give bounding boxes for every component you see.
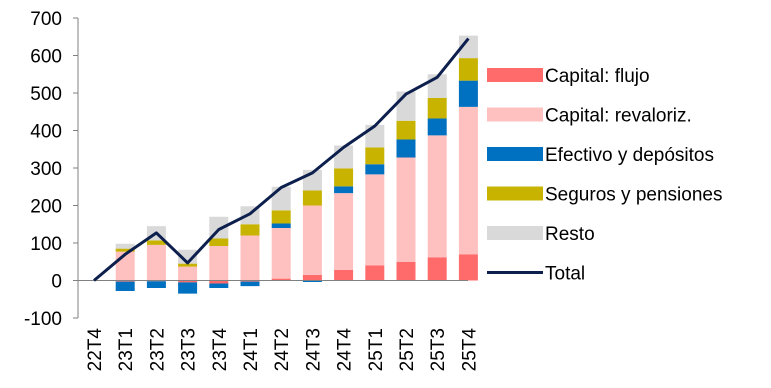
x-tick-label: 25T4 (459, 328, 480, 372)
bar-segment-efectivo-y-dep-sitos-24t1 (240, 281, 260, 287)
x-tick-label: 24T2 (272, 328, 293, 371)
legend-label: Seguros y pensiones (545, 185, 722, 206)
bar-segment-seguros-y-pensiones-25t4 (458, 58, 478, 81)
legend: Capital: flujo Capital: revaloriz. Efectiv… (487, 66, 722, 285)
x-tick-label: 25T1 (366, 328, 387, 371)
bar-segment-efectivo-y-dep-sitos-24t3 (302, 280, 322, 282)
bar-segment-resto-24t2 (271, 186, 291, 211)
y-tick-label: 200 (30, 197, 62, 218)
legend-swatch-efectivo-y-dep-sitos (487, 147, 543, 161)
bar-segment-seguros-y-pensiones-24t3 (302, 190, 322, 206)
bar-segment-seguros-y-pensiones-25t1 (365, 147, 385, 165)
legend-swatch-resto (487, 226, 543, 240)
y-tick-label: 400 (30, 122, 62, 143)
x-tick-label: 24T1 (241, 328, 262, 371)
x-tick-label: 22T4 (85, 328, 106, 372)
bar-segment-resto-25t1 (365, 124, 385, 148)
legend-swatch-capital-flujo (487, 68, 543, 82)
bar-segment-capital-revaloriz--24t4 (334, 193, 354, 270)
legend-label: Efectivo y depósitos (545, 145, 714, 166)
bar-segment-efectivo-y-dep-sitos-23t3 (178, 282, 198, 294)
bar-segment-capital-revaloriz--23t3 (178, 266, 198, 281)
bar-segment-capital-revaloriz--24t2 (271, 228, 291, 279)
bar-segment-capital-revaloriz--25t3 (427, 135, 447, 258)
bar-segment-efectivo-y-dep-sitos-25t3 (427, 118, 447, 136)
bar-segment-efectivo-y-dep-sitos-24t2 (271, 223, 291, 228)
bar-segment-seguros-y-pensiones-25t2 (396, 120, 416, 140)
x-tick-label: 23T4 (210, 328, 231, 372)
y-tick-label: 100 (30, 234, 62, 255)
bar-segment-seguros-y-pensiones-23t4 (209, 238, 229, 246)
bar-segment-capital-flujo-23t3 (178, 280, 198, 283)
bar-segment-capital-flujo-25t3 (427, 257, 447, 281)
legend-label: Capital: flujo (545, 66, 650, 87)
x-tick-label: 23T1 (116, 328, 137, 371)
bar-segment-efectivo-y-dep-sitos-23t4 (209, 283, 229, 288)
bar-segment-capital-flujo-25t1 (365, 265, 385, 281)
bar-segment-capital-revaloriz--23t4 (209, 246, 229, 281)
bar-segment-capital-revaloriz--24t3 (302, 205, 322, 275)
bar-segment-efectivo-y-dep-sitos-25t2 (396, 139, 416, 158)
legend-label: Total (545, 264, 585, 285)
y-tick-label: 500 (30, 84, 62, 105)
x-tick-label: 25T2 (397, 328, 418, 371)
bar-segment-capital-flujo-24t4 (334, 270, 354, 281)
bar-segment-capital-revaloriz--24t1 (240, 235, 260, 281)
x-tick-label: 24T3 (303, 328, 324, 371)
bar-segment-seguros-y-pensiones-23t2 (146, 240, 166, 245)
bar-segment-resto-25t4 (458, 35, 478, 59)
bar-segment-seguros-y-pensiones-24t1 (240, 224, 260, 236)
bar-segment-capital-flujo-23t1 (115, 280, 135, 282)
bar-segment-capital-flujo-25t2 (396, 261, 416, 281)
bar-segment-capital-revaloriz--23t2 (146, 244, 166, 281)
bar-segment-resto-23t1 (115, 243, 135, 249)
x-tick-label: 24T4 (335, 328, 356, 372)
bar-segment-capital-flujo-25t4 (458, 254, 478, 281)
bar-segment-capital-flujo-24t1 (240, 280, 260, 282)
y-tick-label: 600 (30, 47, 62, 68)
bar-segment-capital-revaloriz--25t2 (396, 157, 416, 262)
bar-segment-capital-flujo-24t2 (271, 278, 291, 281)
bar-segment-seguros-y-pensiones-24t2 (271, 210, 291, 224)
legend-swatch-seguros-y-pensiones (487, 186, 543, 201)
bar-segment-seguros-y-pensiones-23t3 (178, 263, 198, 267)
legend-label: Resto (545, 224, 595, 245)
bar-segment-efectivo-y-dep-sitos-25t4 (458, 80, 478, 107)
legend-label: Capital: revaloriz. (545, 106, 692, 127)
legend-swatch-capital-revaloriz- (487, 107, 543, 122)
total-line-layer (93, 37, 470, 282)
y-tick-label: 0 (51, 272, 62, 293)
x-tick-label: 23T2 (147, 328, 168, 371)
bar-segment-capital-revaloriz--25t1 (365, 174, 385, 266)
y-tick-label: 300 (30, 159, 62, 180)
bar-segment-capital-revaloriz--25t4 (458, 106, 478, 255)
y-axis: -100 0 100 200 300 400 500 600 700 (24, 9, 79, 330)
x-tick-label: 23T3 (179, 328, 200, 371)
y-tick-label: -100 (24, 309, 62, 330)
bar-segment-seguros-y-pensiones-25t3 (427, 97, 447, 119)
bar-segment-efectivo-y-dep-sitos-25t1 (365, 164, 385, 175)
total-line (93, 37, 470, 282)
bar-segment-capital-flujo-24t3 (302, 274, 322, 281)
bar-segment-efectivo-y-dep-sitos-23t1 (115, 281, 135, 291)
x-axis: 22T4 23T1 23T2 23T3 23T4 24T1 24T2 24T3 24T4 25T1… (85, 328, 480, 372)
bar-segment-capital-flujo-23t4 (209, 280, 229, 284)
bars (115, 35, 478, 294)
bar-segment-seguros-y-pensiones-23t1 (115, 248, 135, 252)
x-tick-label: 25T3 (428, 328, 449, 371)
bar-segment-efectivo-y-dep-sitos-24t4 (334, 186, 354, 194)
bar-segment-seguros-y-pensiones-24t4 (334, 168, 354, 187)
y-tick-label: 700 (30, 9, 62, 30)
bar-segment-efectivo-y-dep-sitos-23t2 (146, 281, 166, 288)
